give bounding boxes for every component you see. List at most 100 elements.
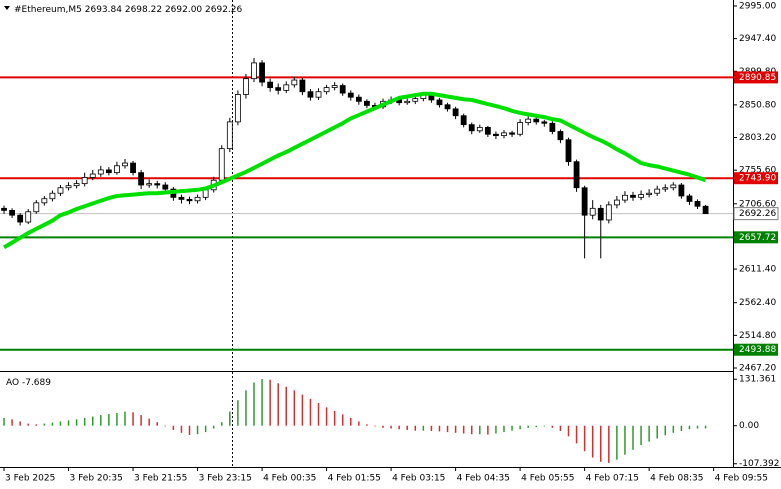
candle-body bbox=[97, 169, 104, 175]
candle-body bbox=[404, 100, 411, 104]
candle-body bbox=[501, 132, 507, 137]
candle-body bbox=[452, 108, 459, 117]
candle-body bbox=[291, 79, 298, 86]
candle-body bbox=[549, 122, 556, 132]
y-tick-label: 2514.80 bbox=[739, 331, 776, 341]
candle-body bbox=[130, 162, 136, 174]
candle-body bbox=[49, 192, 56, 200]
candle-body bbox=[315, 91, 322, 98]
candle-body bbox=[331, 85, 338, 88]
level-label-bg bbox=[734, 71, 778, 84]
level-label: 2657.72 bbox=[739, 233, 776, 243]
x-tick-label: 4 Feb 09:55 bbox=[715, 474, 768, 484]
candle-body bbox=[17, 214, 24, 223]
ao-title: AO -7.689 bbox=[6, 378, 51, 388]
candle-body bbox=[307, 91, 314, 98]
y-tick-label: 2850.80 bbox=[739, 100, 776, 110]
high: 2698.22 bbox=[125, 5, 162, 15]
candle-body bbox=[162, 184, 169, 190]
candle-body bbox=[186, 199, 193, 202]
open: 2693.84 bbox=[85, 5, 122, 15]
candle-body bbox=[1, 207, 7, 211]
candle-body bbox=[484, 126, 491, 135]
candle-body bbox=[122, 162, 128, 167]
x-tick-label: 4 Feb 03:15 bbox=[392, 474, 445, 484]
candle-body bbox=[299, 79, 306, 93]
x-tick-label: 3 Feb 23:15 bbox=[199, 474, 252, 484]
ao-tick-label: -107.392 bbox=[739, 459, 779, 469]
candle-body bbox=[460, 115, 467, 126]
candle-body bbox=[339, 85, 346, 94]
x-tick-label: 4 Feb 07:15 bbox=[586, 474, 639, 484]
last-price-bg bbox=[733, 207, 779, 221]
candle-body bbox=[533, 118, 540, 123]
y-tick-label: 2562.40 bbox=[739, 298, 776, 308]
candle-body bbox=[517, 122, 524, 135]
candle-body bbox=[226, 121, 233, 150]
level-label-bg bbox=[734, 343, 778, 356]
candle-body bbox=[557, 131, 564, 141]
candle-body bbox=[597, 207, 604, 221]
candle-body bbox=[9, 209, 15, 216]
candle-body bbox=[468, 124, 475, 132]
candle-body bbox=[114, 165, 120, 174]
candle-body bbox=[654, 188, 661, 194]
candle-body bbox=[202, 189, 209, 198]
candle-body bbox=[267, 81, 274, 88]
candle-body bbox=[65, 185, 72, 189]
candle-body bbox=[493, 133, 499, 137]
candle-body bbox=[138, 172, 145, 186]
ao-tick-label: 131.361 bbox=[739, 375, 776, 385]
menu-arrow bbox=[4, 6, 10, 10]
x-tick-label: 4 Feb 04:35 bbox=[457, 474, 510, 484]
x-tick-label: 4 Feb 01:55 bbox=[328, 474, 381, 484]
candle-body bbox=[57, 187, 64, 194]
candle-body bbox=[436, 99, 443, 106]
low: 2692.00 bbox=[165, 5, 202, 15]
y-tick-label: 2995.00 bbox=[739, 1, 776, 11]
candle-body bbox=[81, 177, 88, 185]
candle-body bbox=[686, 195, 693, 202]
x-tick-label: 3 Feb 20:35 bbox=[70, 474, 123, 484]
candle-body bbox=[41, 198, 48, 204]
candle-body bbox=[702, 205, 709, 215]
ao-tick-label: 0.00 bbox=[739, 421, 759, 431]
candle-body bbox=[323, 87, 330, 93]
candle-body bbox=[509, 132, 515, 135]
candle-body bbox=[89, 173, 96, 178]
y-tick-label: 2467.20 bbox=[739, 364, 776, 374]
symbol: #Ethereum,M5 bbox=[14, 5, 82, 15]
ao-current: -7.689 bbox=[22, 378, 51, 388]
x-tick-label: 4 Feb 05:55 bbox=[521, 474, 574, 484]
candle-body bbox=[33, 202, 40, 213]
candle-body bbox=[444, 104, 451, 110]
candle-body bbox=[662, 187, 669, 190]
candle-body bbox=[194, 196, 201, 202]
level-label: 2493.88 bbox=[739, 345, 776, 355]
close: 2692.26 bbox=[205, 5, 242, 15]
candle-body bbox=[259, 62, 265, 83]
candle-body bbox=[589, 207, 596, 216]
candle-body bbox=[525, 118, 532, 123]
candle-body bbox=[581, 187, 588, 216]
candle-body bbox=[565, 139, 572, 163]
moving-average bbox=[3, 91, 707, 250]
candle-body bbox=[73, 183, 80, 187]
y-tick-label: 2611.40 bbox=[739, 265, 776, 275]
last-price-label: 2692.26 bbox=[739, 209, 776, 219]
candle-body bbox=[275, 87, 282, 91]
level-label: 2743.90 bbox=[739, 174, 776, 184]
header: #Ethereum,M5 2693.84 2698.22 2692.00 269… bbox=[14, 5, 243, 15]
candle-body bbox=[283, 84, 290, 91]
level-label-bg bbox=[734, 172, 778, 185]
y-tick-label: 2803.20 bbox=[739, 133, 776, 143]
candle-body bbox=[234, 94, 241, 123]
candle-body bbox=[251, 62, 257, 80]
x-tick-label: 3 Feb 2025 bbox=[5, 474, 55, 484]
x-tick-label: 4 Feb 08:35 bbox=[650, 474, 703, 484]
candle-body bbox=[218, 148, 225, 181]
x-tick-label: 3 Feb 21:55 bbox=[134, 474, 187, 484]
candle-body bbox=[355, 96, 362, 102]
